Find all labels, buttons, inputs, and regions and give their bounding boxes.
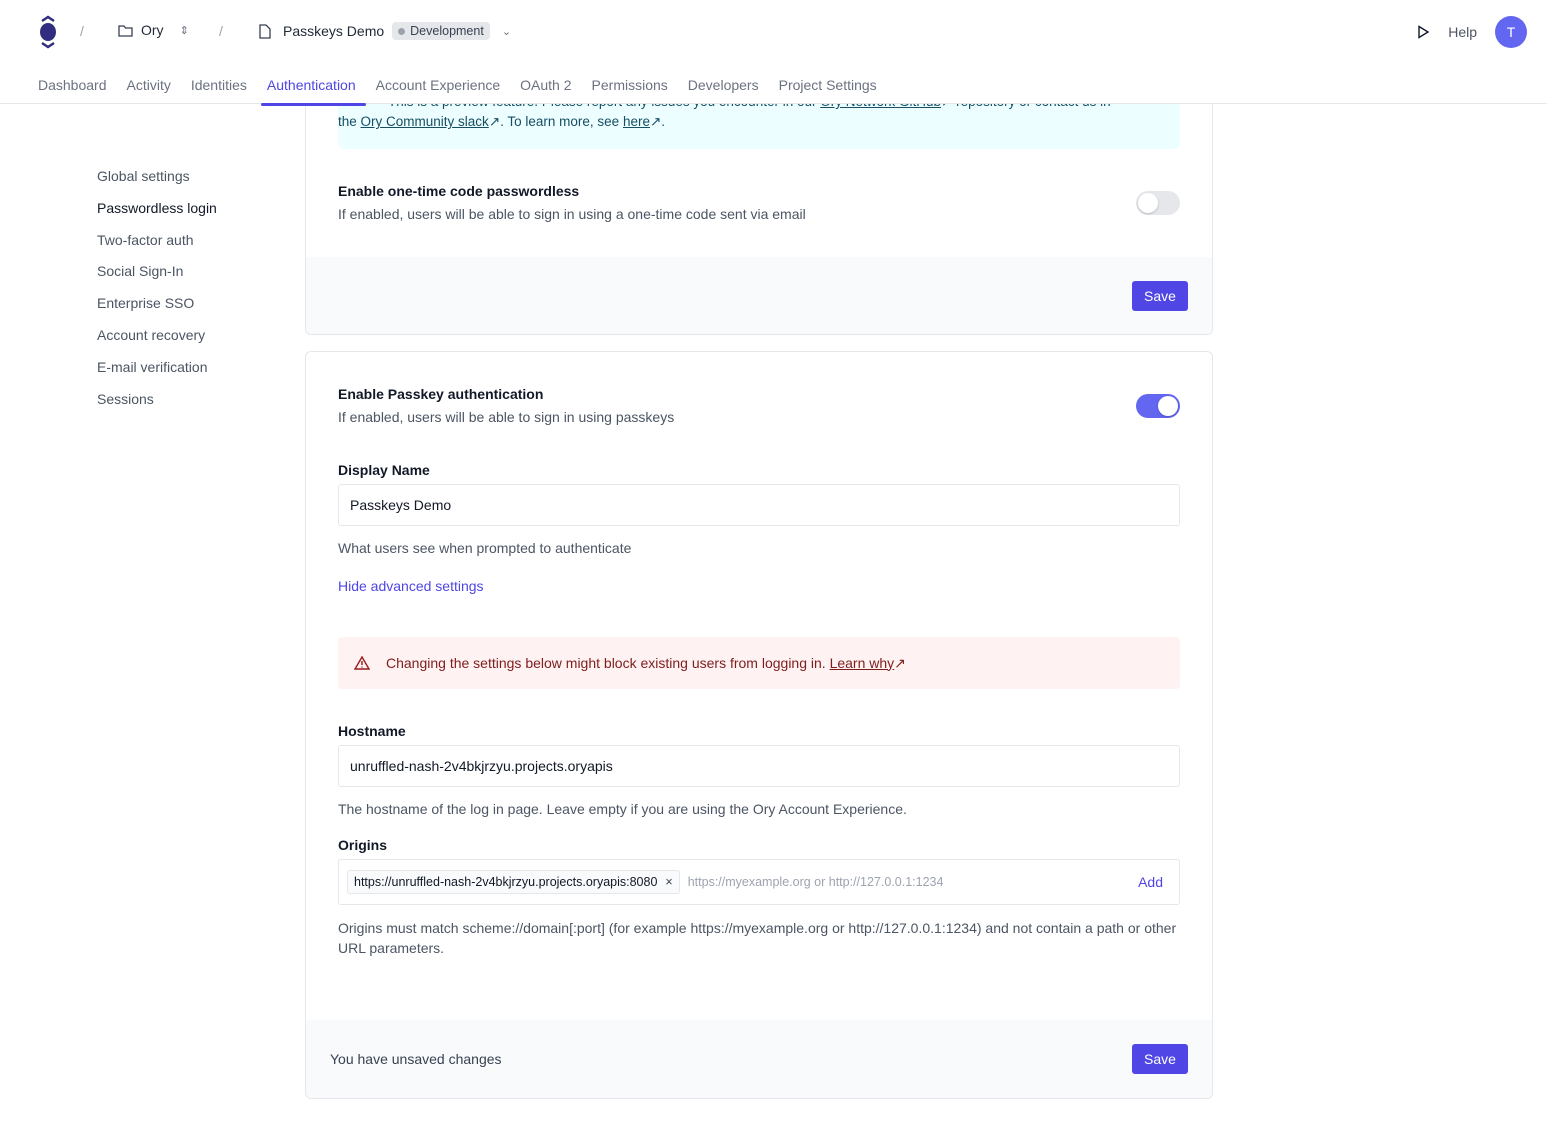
display-name-label: Display Name	[338, 462, 430, 478]
tab-project-settings[interactable]: Project Settings	[778, 77, 877, 93]
org-switcher[interactable]: Ory ⇕	[118, 22, 189, 38]
warning-text: Changing the settings below might block …	[386, 654, 826, 671]
add-origin-button[interactable]: Add	[1138, 874, 1163, 890]
otp-footer: Save	[306, 257, 1212, 334]
settings-sidebar: Global settings Passwordless login Two-f…	[97, 168, 217, 422]
breadcrumb-separator: /	[219, 23, 223, 39]
origins-label: Origins	[338, 837, 388, 853]
slack-link[interactable]: Ory Community slack	[360, 114, 489, 129]
otp-save-button[interactable]: Save	[1132, 281, 1188, 311]
display-name-input[interactable]: Passkeys Demo	[338, 484, 1180, 526]
tab-developers[interactable]: Developers	[687, 77, 759, 93]
org-name: Ory	[141, 22, 164, 38]
here-link[interactable]: here	[622, 114, 650, 129]
origins-placeholder: https://myexample.org or http://127.0.0.…	[687, 875, 944, 889]
tab-identities[interactable]: Identities	[190, 77, 247, 93]
project-switcher[interactable]: Passkeys Demo Development ⌄	[259, 22, 511, 40]
remove-origin-icon[interactable]: ×	[665, 875, 673, 889]
file-icon	[259, 23, 271, 39]
help-link[interactable]: Help	[1448, 24, 1477, 40]
breadcrumb-separator: /	[80, 23, 84, 39]
hostname-label: Hostname	[338, 723, 406, 739]
sidebar-item-two-factor-auth[interactable]: Two-factor auth	[97, 231, 194, 248]
sidebar-item-sessions[interactable]: Sessions	[97, 390, 154, 407]
sidebar-item-social-sign-in[interactable]: Social Sign-In	[97, 263, 184, 280]
tab-activity[interactable]: Activity	[126, 77, 171, 93]
origin-chip: https://unruffled-nash-2v4bkjrzyu.projec…	[347, 870, 680, 894]
avatar[interactable]: T	[1495, 16, 1527, 48]
passkey-save-button[interactable]: Save	[1132, 1044, 1188, 1074]
main-tabs: Dashboard Activity Identities Authentica…	[28, 74, 887, 106]
origins-help: Origins must match scheme://domain[:port…	[338, 920, 1177, 956]
passkey-card: Enable Passkey authentication If enabled…	[305, 351, 1213, 1099]
warning-banner: Changing the settings below might block …	[338, 637, 1180, 689]
tab-account-experience[interactable]: Account Experience	[375, 77, 501, 93]
unsaved-changes-text: You have unsaved changes	[330, 1051, 502, 1067]
otp-description: If enabled, users will be able to sign i…	[338, 206, 806, 222]
tab-dashboard[interactable]: Dashboard	[38, 77, 107, 93]
passkey-title: Enable Passkey authentication	[338, 386, 544, 402]
ory-logo[interactable]	[38, 15, 58, 49]
sidebar-item-account-recovery[interactable]: Account recovery	[97, 326, 206, 343]
chevron-up-down-icon: ⇕	[179, 24, 189, 37]
learn-why-link[interactable]: Learn why	[829, 654, 895, 671]
tab-authentication[interactable]: Authentication	[257, 74, 366, 106]
passkey-toggle[interactable]	[1136, 394, 1180, 418]
tab-oauth2[interactable]: OAuth 2	[520, 77, 572, 93]
sidebar-item-passwordless-login[interactable]: Passwordless login	[97, 199, 217, 216]
passkey-footer: You have unsaved changes Save	[306, 1020, 1212, 1098]
sidebar-item-enterprise-sso[interactable]: Enterprise SSO	[97, 295, 195, 312]
warning-icon	[354, 656, 370, 670]
passkey-description: If enabled, users will be able to sign i…	[338, 409, 675, 425]
display-name-help: What users see when prompted to authenti…	[338, 540, 632, 556]
environment-badge: Development	[392, 22, 490, 40]
tab-permissions[interactable]: Permissions	[591, 77, 668, 93]
hide-advanced-settings-link[interactable]: Hide advanced settings	[338, 578, 484, 594]
hostname-input[interactable]: unruffled-nash-2v4bkjrzyu.projects.oryap…	[338, 745, 1180, 787]
sidebar-item-email-verification[interactable]: E-mail verification	[97, 358, 208, 375]
sidebar-item-global-settings[interactable]: Global settings	[97, 168, 190, 184]
otp-card: This is a preview feature. Please report…	[305, 60, 1213, 335]
play-icon[interactable]	[1416, 25, 1430, 39]
hostname-help: The hostname of the log in page. Leave e…	[338, 801, 907, 817]
folder-icon	[118, 24, 133, 37]
chevron-down-icon: ⌄	[501, 25, 512, 38]
top-header: / Ory ⇕ / Passkeys Demo Development ⌄ He…	[0, 0, 1547, 106]
otp-toggle[interactable]	[1136, 191, 1180, 215]
otp-title: Enable one-time code passwordless	[338, 183, 580, 199]
project-name: Passkeys Demo	[283, 23, 385, 39]
origins-input[interactable]: https://unruffled-nash-2v4bkjrzyu.projec…	[338, 859, 1180, 905]
